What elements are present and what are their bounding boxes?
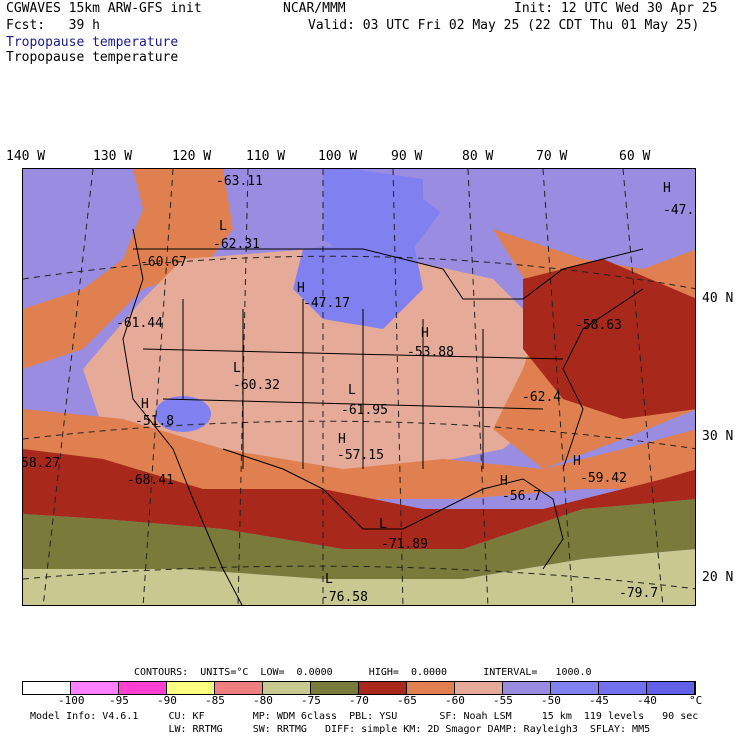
temperature-value: -63.11	[216, 174, 263, 189]
lon-label: 100 W	[318, 149, 358, 164]
legend-tick: -75	[301, 694, 321, 707]
temperature-value: -79.7	[619, 586, 659, 601]
extremum-marker: H	[421, 326, 429, 341]
extremum-marker: L	[233, 361, 241, 376]
temperature-value: -71.89	[381, 537, 428, 552]
legend-tick: -60	[445, 694, 465, 707]
legend-tick: -85	[205, 694, 225, 707]
legend-swatch	[359, 682, 407, 694]
legend-swatch	[71, 682, 119, 694]
temperature-value: -61.44	[116, 316, 163, 331]
temperature-value: -61.95	[341, 403, 388, 418]
legend-swatch	[23, 682, 71, 694]
contours-info: CONTOURS: UNITS=°C LOW= 0.0000 HIGH= 0.0…	[134, 667, 592, 678]
extremum-marker: H	[663, 181, 671, 196]
graticule-lines	[23, 169, 695, 605]
forecast-hour: Fcst: 39 h	[6, 18, 100, 33]
extremum-marker: L	[348, 383, 356, 398]
legend-swatch	[263, 682, 311, 694]
model-info-line1: Model Info: V4.6.1 CU: KF MP: WDM 6class…	[30, 711, 699, 722]
org-label: NCAR/MMM	[283, 1, 346, 16]
model-info-line2: LW: RRTMG SW: RRTMG DIFF: simple KM: 2D …	[30, 724, 651, 735]
temperature-value: -60.32	[233, 378, 280, 393]
extremum-marker: H	[338, 432, 346, 447]
legend-swatch	[167, 682, 215, 694]
lon-label: 70 W	[536, 149, 568, 164]
temperature-value: -53.88	[407, 345, 454, 360]
color-legend-bar	[22, 681, 696, 695]
field-title-secondary: Tropopause temperature	[6, 50, 179, 65]
legend-tick: -95	[109, 694, 129, 707]
legend-swatch	[407, 682, 455, 694]
legend-tick: -40	[637, 694, 657, 707]
legend-tick: -100	[58, 694, 85, 707]
legend-units: °C	[689, 694, 703, 707]
temperature-value: -47.17	[303, 296, 350, 311]
temperature-value: -51.8	[135, 414, 175, 429]
lon-label: 80 W	[462, 149, 494, 164]
lat-label: 20 N	[702, 570, 734, 585]
temperature-value: -47.0	[663, 203, 695, 218]
map-field-svg	[23, 169, 695, 605]
legend-swatch	[215, 682, 263, 694]
legend-tick: -80	[253, 694, 273, 707]
field-title-primary: Tropopause temperature	[6, 35, 179, 50]
extremum-marker: H	[141, 397, 149, 412]
lat-label: 40 N	[702, 291, 734, 306]
legend-swatch	[551, 682, 599, 694]
temperature-value: 58.27	[22, 456, 61, 471]
legend-swatch	[647, 682, 695, 694]
temperature-value: -60.67	[140, 255, 187, 270]
lon-label: 110 W	[246, 149, 286, 164]
lon-label: 90 W	[391, 149, 423, 164]
temperature-value: -62.4	[522, 390, 562, 405]
legend-tick: -55	[493, 694, 513, 707]
lon-label: 140 W	[6, 149, 46, 164]
temperature-value: -76.58	[321, 590, 368, 605]
lon-label: 120 W	[172, 149, 212, 164]
legend-tick: -50	[541, 694, 561, 707]
lat-label: 30 N	[702, 429, 734, 444]
extremum-marker: H	[500, 474, 508, 489]
temperature-value: -58.63	[575, 318, 622, 333]
temperature-value: -56.7	[502, 489, 542, 504]
temperature-value: -57.15	[337, 448, 384, 463]
temperature-value: -62.31	[213, 237, 260, 252]
legend-swatch	[599, 682, 647, 694]
legend-swatch	[503, 682, 551, 694]
legend-tick: -90	[157, 694, 177, 707]
legend-swatch	[119, 682, 167, 694]
value-label: -63.11	[216, 174, 263, 189]
lon-label: 60 W	[619, 149, 651, 164]
init-time: Init: 12 UTC Wed 30 Apr 25	[514, 1, 718, 16]
temperature-value: -59.42	[580, 471, 627, 486]
tropopause-temperature-map: -63.11 L -62.31 -60.67 H -47.17 -61.44 H…	[22, 168, 696, 606]
model-title: CGWAVES 15km ARW-GFS init	[6, 1, 202, 16]
valid-time: Valid: 03 UTC Fri 02 May 25 (22 CDT Thu …	[308, 18, 700, 33]
political-boundaries	[122, 228, 644, 605]
legend-tick: -70	[349, 694, 369, 707]
extremum-marker: L	[219, 219, 227, 234]
lon-label: 130 W	[93, 149, 133, 164]
legend-tick: -45	[589, 694, 609, 707]
temperature-value: -68.41	[127, 473, 174, 488]
legend-swatch	[311, 682, 359, 694]
extremum-marker: H	[297, 281, 305, 296]
legend-swatch	[455, 682, 503, 694]
extremum-marker: L	[325, 572, 333, 587]
legend-tick: -65	[397, 694, 417, 707]
extremum-marker: L	[379, 517, 387, 532]
extremum-marker: H	[573, 454, 581, 469]
